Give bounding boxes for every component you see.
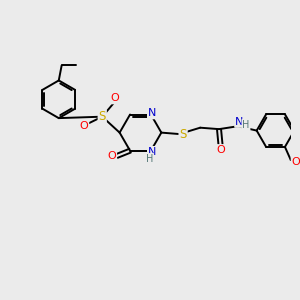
Text: N: N (235, 117, 244, 127)
Text: H: H (146, 154, 153, 164)
Text: S: S (98, 110, 106, 123)
Text: N: N (148, 147, 156, 157)
Text: S: S (179, 128, 187, 141)
Text: O: O (110, 93, 119, 103)
Text: O: O (292, 157, 300, 167)
Text: O: O (107, 151, 116, 161)
Text: H: H (242, 120, 250, 130)
Text: O: O (80, 121, 88, 131)
Text: N: N (148, 108, 156, 118)
Text: O: O (216, 145, 225, 155)
